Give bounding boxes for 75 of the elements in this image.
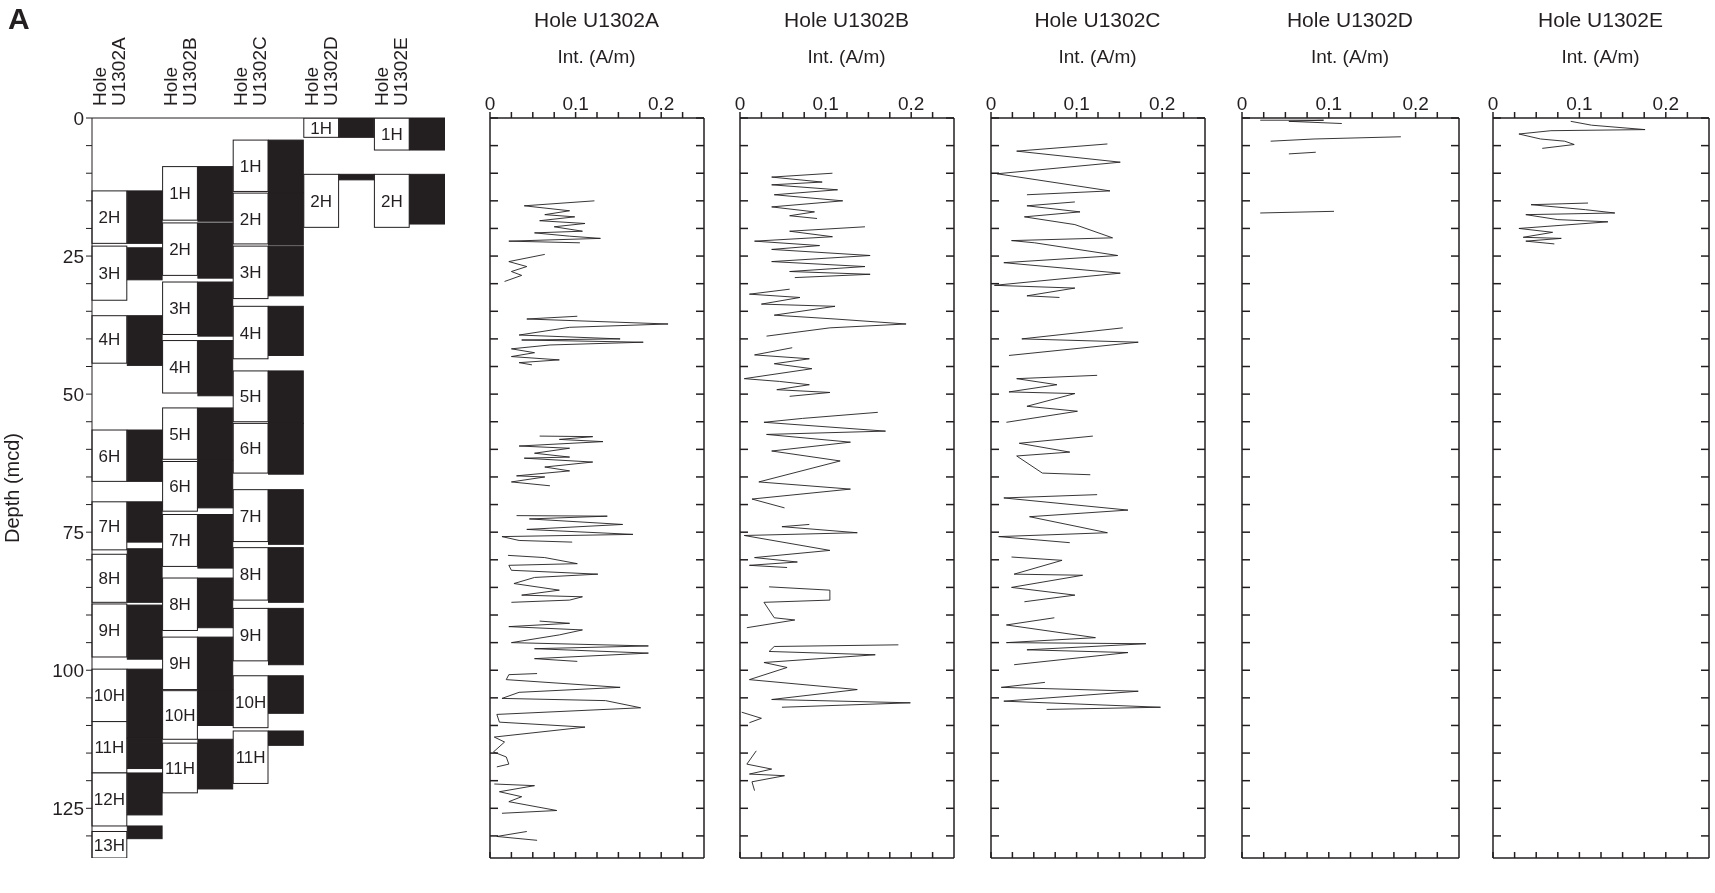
x-tick-label: Hole U1302B	[159, 37, 200, 106]
series-label: 11H	[94, 738, 125, 758]
y-axis-title: Depth (mcd)	[1, 432, 24, 544]
chart-title: Hole U1302A	[533, 8, 660, 32]
text: 10H	[235, 692, 267, 712]
series-label: 10H	[93, 686, 125, 706]
y-tick-label: 0	[73, 107, 84, 129]
x-tick-label: 0.1	[1315, 93, 1343, 114]
text: 1H	[239, 156, 262, 176]
text: 6H	[169, 477, 191, 497]
x-tick-label: Hole U1302C	[230, 36, 271, 106]
chart-title: Hole U1302C	[1033, 8, 1162, 32]
series-label: 13H	[93, 835, 125, 855]
text: 10H	[164, 705, 196, 725]
x-tick-label: 0	[484, 93, 496, 114]
x-tick-label: 0.2	[1148, 93, 1176, 114]
x-tick-label: 0.1	[1566, 93, 1593, 114]
text: 3H	[98, 264, 121, 284]
text: 2H	[98, 208, 121, 228]
text: 1H	[169, 184, 191, 204]
series-label: 8H	[239, 564, 262, 584]
text: 3H	[169, 299, 191, 319]
y-tick-label: 75	[62, 521, 84, 543]
text: 2H	[380, 191, 403, 211]
text: 9H	[98, 621, 121, 641]
text: 2H	[169, 240, 191, 260]
series-label: 3H	[239, 263, 262, 283]
text: 4H	[169, 357, 191, 377]
series-label: 9H	[239, 625, 262, 645]
x-axis-title: Int. (A/m)	[806, 46, 887, 68]
series-label: 5H	[239, 387, 262, 407]
text: 2H	[310, 191, 333, 211]
x-tick-label: 0.1	[1063, 93, 1090, 114]
text: 4H	[98, 330, 121, 350]
x-tick-label: 0	[1487, 93, 1499, 114]
chart-title: Hole U1302D	[1285, 8, 1415, 32]
x-tick-label: Hole U1302E	[371, 37, 412, 106]
x-tick-label: 0.2	[1402, 93, 1429, 114]
text: 7H	[98, 516, 121, 536]
x-axis-title: Int. (A/m)	[556, 46, 637, 68]
x-tick-label: Hole U1302D	[300, 36, 341, 106]
text: 9H	[169, 654, 191, 674]
series-label: 2H	[239, 209, 262, 229]
series-label: 12H	[93, 790, 125, 810]
series-label: 7H	[239, 506, 262, 526]
text: A	[8, 2, 30, 36]
text: 8H	[169, 595, 191, 615]
y-tick-label: 125	[52, 798, 84, 820]
series-label: 6H	[239, 439, 262, 459]
series-label: 1H	[310, 118, 333, 138]
y-tick-label: 25	[62, 245, 84, 267]
text: 7H	[169, 531, 191, 551]
x-axis-title: Int. (A/m)	[1057, 46, 1138, 68]
x-tick-label: 0.1	[562, 93, 589, 114]
chart-title: Hole U1302B	[783, 8, 910, 32]
x-tick-label: Hole U1302A	[89, 37, 129, 106]
x-tick-label: 0.2	[1652, 93, 1680, 114]
x-tick-label: 0.2	[647, 93, 675, 114]
text: 1H	[380, 125, 403, 145]
x-tick-label: 0	[1236, 93, 1248, 114]
series-label: 4H	[239, 323, 262, 343]
x-axis-title: Int. (A/m)	[1560, 46, 1641, 68]
text: 5H	[169, 424, 191, 444]
text: 11H	[165, 758, 195, 778]
text: 11H	[235, 748, 266, 768]
chart-title: Hole U1302E	[1537, 8, 1664, 32]
x-tick-label: 0.2	[897, 93, 925, 114]
text: 8H	[98, 569, 121, 589]
y-tick-label: 50	[62, 383, 84, 405]
x-tick-label: 0.1	[812, 93, 839, 114]
x-axis-title: Int. (A/m)	[1309, 46, 1391, 68]
y-tick-label: 100	[52, 659, 84, 681]
x-tick-label: 0	[734, 93, 746, 114]
x-tick-label: 0	[985, 93, 997, 114]
text: 6H	[98, 446, 121, 466]
